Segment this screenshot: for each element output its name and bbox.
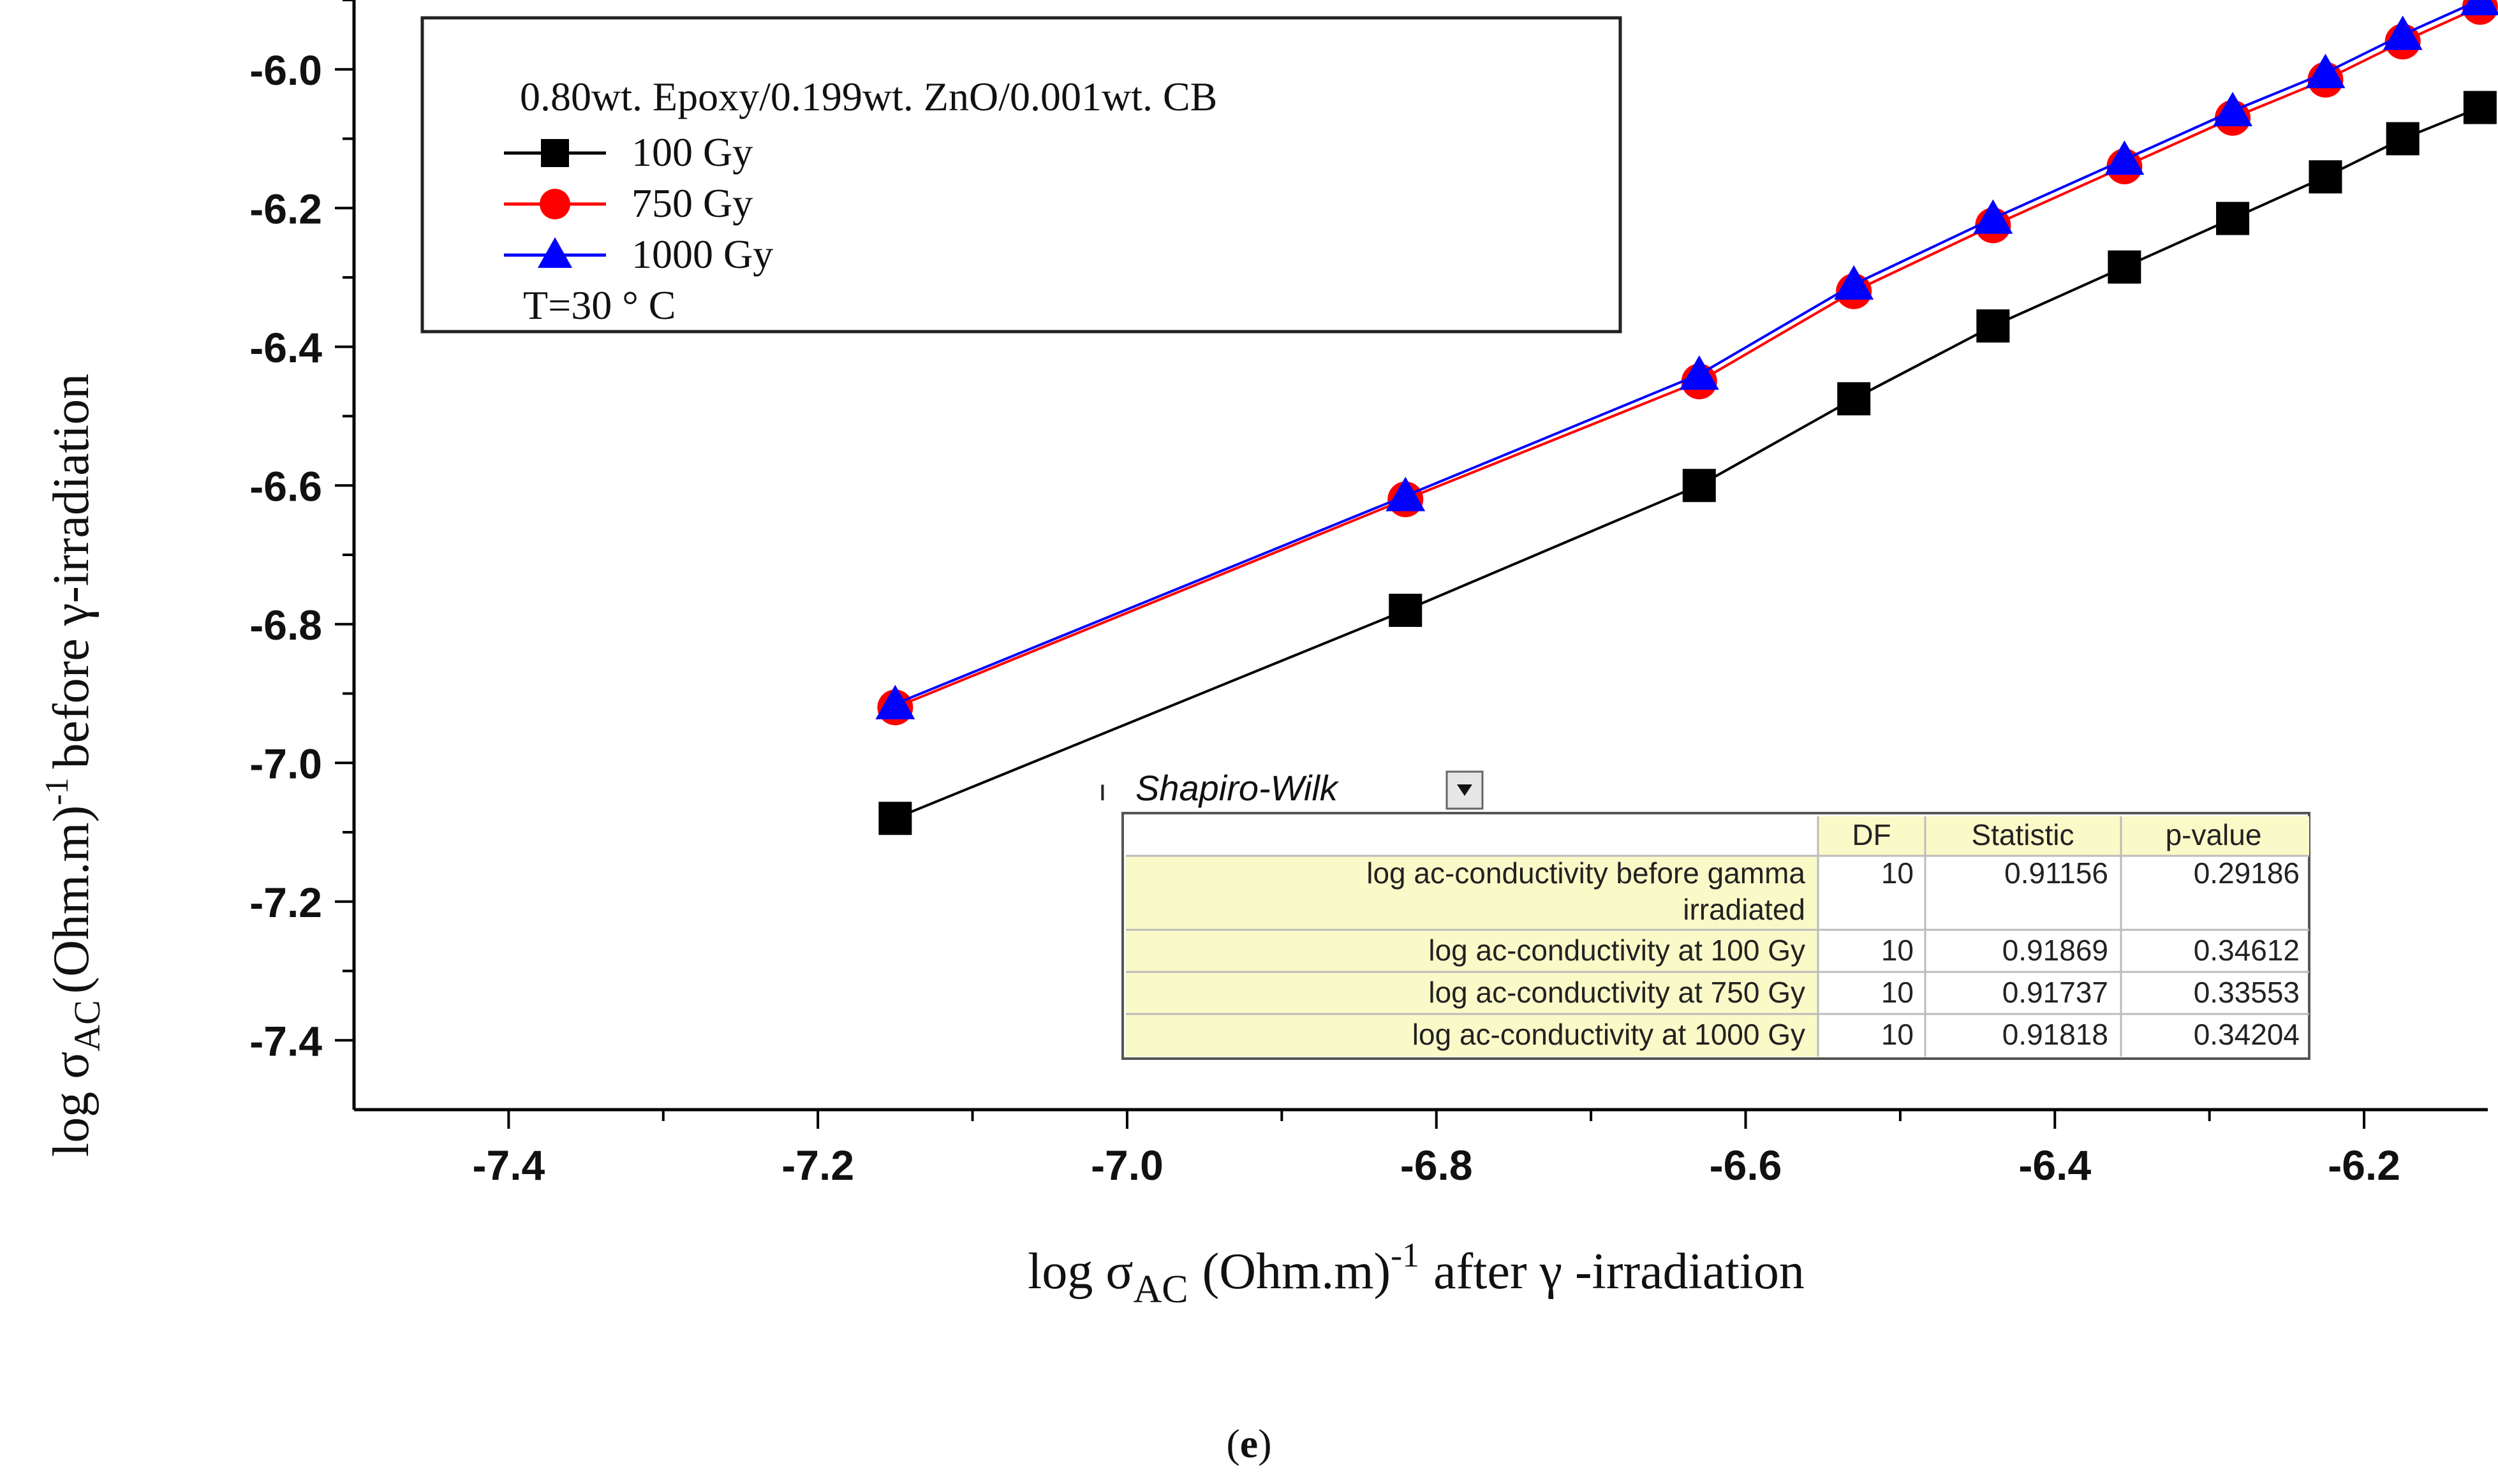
data-point-square xyxy=(2216,202,2250,235)
data-point-triangle xyxy=(875,684,915,719)
data-point-square xyxy=(2108,250,2141,284)
data-point-triangle xyxy=(2383,15,2423,50)
shapiro-wilk-title: Shapiro-Wilk xyxy=(1135,768,1340,808)
sw-row-3-statistic: 0.91737 xyxy=(2002,976,2108,1009)
x-axis-title: log σAC (Ohm.m)-1 after γ -irradiation xyxy=(1028,1236,1805,1311)
data-point-triangle xyxy=(2213,92,2253,126)
ticks: -7.4 -7.2 -7.0 -6.8 -6.6 -6.4 -6.2 -6.0 -6.2 -6.4… xyxy=(249,0,2400,1189)
data-point-square xyxy=(2309,160,2342,194)
x-tick-label: -6.8 xyxy=(1400,1142,1473,1189)
series-group xyxy=(875,0,2498,835)
sw-row-1-label-line-2: irradiated xyxy=(1683,893,1805,926)
data-point-triangle xyxy=(1973,199,2013,234)
legend-marker-100gy xyxy=(541,139,569,167)
sw-row-2-statistic: 0.91869 xyxy=(2002,934,2108,967)
sw-row-3-label: log ac-conductivity at 750 Gy xyxy=(1428,976,1805,1009)
sw-row-4-statistic: 0.91818 xyxy=(2002,1018,2108,1051)
y-axis-title-mid: (Ohm.m) xyxy=(43,805,100,994)
x-axis-title-pre: log σ xyxy=(1028,1244,1133,1300)
y-tick-label: -6.0 xyxy=(249,47,322,94)
sw-header-pvalue: p-value xyxy=(2166,818,2262,851)
data-point-square xyxy=(1837,382,1871,416)
shapiro-wilk-table: ı Shapiro-Wilk DF Statistic p-value log … xyxy=(1098,768,2310,1060)
shapiro-wilk-label-column xyxy=(1126,856,1818,1057)
data-point-triangle xyxy=(2104,140,2145,175)
x-tick-label: -7.2 xyxy=(781,1142,854,1189)
shapiro-wilk-header-cells xyxy=(1818,816,2309,856)
sw-row-2-label: log ac-conductivity at 100 Gy xyxy=(1428,934,1805,967)
caption-open: ( xyxy=(1226,1421,1239,1466)
shapiro-wilk-corner-mark: ı xyxy=(1098,774,1107,807)
data-point-triangle xyxy=(1679,355,1719,390)
data-point-square xyxy=(2386,122,2420,156)
y-tick-label: -7.0 xyxy=(249,740,322,787)
data-point-square xyxy=(878,802,912,835)
y-tick-label: -7.2 xyxy=(249,879,322,926)
legend-box xyxy=(420,16,1622,334)
x-tick-label: -7.4 xyxy=(473,1142,545,1189)
chevron-down-icon[interactable] xyxy=(1457,784,1472,796)
y-tick-label: -6.8 xyxy=(249,601,322,649)
x-axis-title-mid: (Ohm.m) xyxy=(1202,1244,1391,1300)
sw-row-4-pvalue: 0.34204 xyxy=(2194,1018,2300,1051)
data-point-square xyxy=(2463,91,2497,124)
caption-close: ) xyxy=(1258,1421,1271,1466)
y-axis-title: log σAC (Ohm.m)-1 before γ-irradiation xyxy=(39,374,108,1157)
sw-row-3-df: 10 xyxy=(1881,976,1914,1009)
figure-caption: (e) xyxy=(1226,1421,1271,1466)
sw-row-2-pvalue: 0.34612 xyxy=(2194,934,2300,967)
legend-label-750gy: 750 Gy xyxy=(632,180,753,226)
series-line xyxy=(894,0,2481,705)
x-axis-title-post: after γ -irradiation xyxy=(1433,1244,1805,1300)
data-point-square xyxy=(1682,469,1716,503)
sw-header-statistic: Statistic xyxy=(1971,818,2074,851)
legend-temperature: T=30 ° C xyxy=(523,283,676,328)
series-100-gy xyxy=(878,91,2497,835)
legend: 0.80wt. Epoxy/0.199wt. ZnO/0.001wt. CB 1… xyxy=(420,16,1622,334)
legend-marker-750gy xyxy=(540,189,570,219)
x-tick-label: -7.0 xyxy=(1091,1142,1164,1189)
caption-letter: e xyxy=(1240,1421,1258,1466)
x-axis-title-sub: AC xyxy=(1134,1268,1188,1311)
series-line xyxy=(894,106,2481,820)
y-tick-label: -7.4 xyxy=(249,1017,322,1064)
y-tick-label: -6.2 xyxy=(249,185,322,232)
series-line xyxy=(894,6,2481,709)
y-tick-label: -6.6 xyxy=(249,462,322,510)
y-axis-title-pre: log σ xyxy=(43,1052,100,1157)
y-axis-title-post: before γ-irradiation xyxy=(43,374,100,769)
sw-header-df: DF xyxy=(1852,818,1891,851)
legend-label-1000gy: 1000 Gy xyxy=(632,231,773,277)
sw-row-1-label-line-1: log ac-conductivity before gamma xyxy=(1366,856,1805,890)
x-tick-label: -6.4 xyxy=(2018,1142,2091,1189)
legend-label-100gy: 100 Gy xyxy=(632,129,753,175)
y-axis-title-sub: AC xyxy=(66,1000,108,1052)
legend-marker-1000gy xyxy=(538,237,572,268)
sw-row-1-statistic: 0.91156 xyxy=(2004,856,2108,890)
data-point-triangle xyxy=(1834,265,1874,300)
sw-row-4-df: 10 xyxy=(1881,1018,1914,1051)
sw-row-1-df: 10 xyxy=(1881,856,1914,890)
data-point-square xyxy=(1976,309,2010,343)
x-tick-label: -6.2 xyxy=(2328,1142,2400,1189)
data-point-square xyxy=(1389,594,1423,627)
data-point-triangle xyxy=(1386,476,1426,511)
series-1000-gy xyxy=(875,0,2498,719)
legend-header: 0.80wt. Epoxy/0.199wt. ZnO/0.001wt. CB xyxy=(520,74,1217,119)
sw-row-2-df: 10 xyxy=(1881,934,1914,967)
sw-row-3-pvalue: 0.33553 xyxy=(2194,976,2300,1009)
y-tick-label: -6.4 xyxy=(249,324,322,371)
y-axis-title-sup: -1 xyxy=(39,777,75,805)
sw-row-4-label: log ac-conductivity at 1000 Gy xyxy=(1412,1018,1805,1051)
x-tick-label: -6.6 xyxy=(1710,1142,1782,1189)
x-axis-title-sup: -1 xyxy=(1391,1236,1419,1274)
sw-row-1-pvalue: 0.29186 xyxy=(2194,856,2300,890)
data-point-triangle xyxy=(2305,54,2346,89)
data-point-triangle xyxy=(2460,0,2498,15)
